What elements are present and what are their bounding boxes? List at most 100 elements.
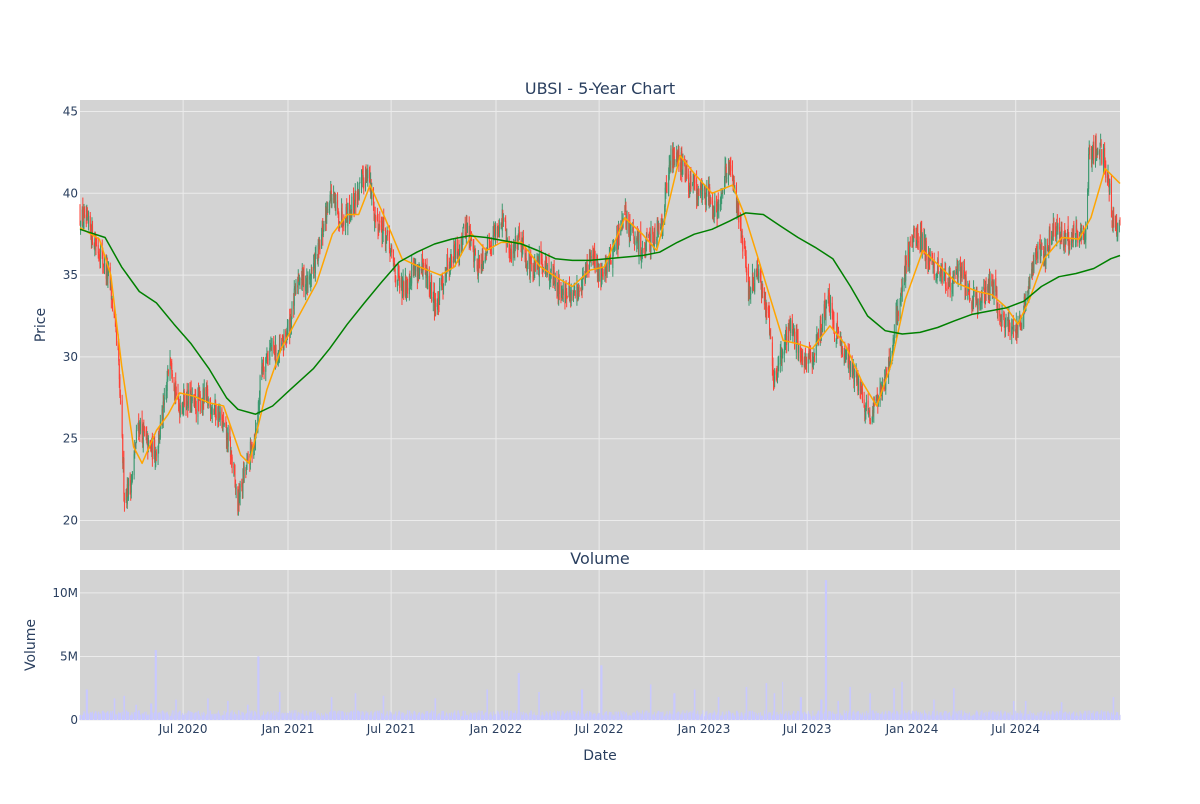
volume-bar xyxy=(411,713,412,720)
volume-bar xyxy=(758,713,759,720)
candle xyxy=(303,265,304,298)
candle xyxy=(554,260,555,284)
candle xyxy=(164,388,165,413)
candle xyxy=(1017,316,1018,338)
candle xyxy=(351,193,352,220)
volume-bar xyxy=(710,713,711,720)
volume-bar xyxy=(886,714,887,720)
volume-bar xyxy=(208,698,209,720)
candle xyxy=(467,223,468,233)
candle xyxy=(942,258,943,286)
volume-bar xyxy=(196,712,197,720)
volume-bar xyxy=(475,713,476,720)
volume-bar xyxy=(922,713,923,720)
volume-bar xyxy=(435,698,436,720)
candle xyxy=(1069,239,1070,251)
candle xyxy=(132,471,133,482)
candle xyxy=(990,271,991,301)
volume-bar xyxy=(519,673,520,720)
candle xyxy=(658,223,659,235)
candle xyxy=(603,269,604,280)
candle xyxy=(224,423,225,428)
volume-bar xyxy=(1077,716,1078,720)
candle xyxy=(950,268,951,298)
candle xyxy=(1117,223,1118,242)
candle xyxy=(814,353,815,362)
candle xyxy=(1105,160,1106,182)
candle xyxy=(842,346,843,357)
candle xyxy=(535,261,536,272)
candle xyxy=(868,408,869,417)
x-tick-label: Jan 2023 xyxy=(677,722,731,736)
candle xyxy=(595,251,596,274)
candle xyxy=(742,235,743,258)
volume-bar xyxy=(583,714,584,720)
candle xyxy=(666,183,667,194)
candle xyxy=(619,224,620,246)
candle xyxy=(172,370,173,383)
candle xyxy=(567,296,568,299)
candle xyxy=(902,277,903,302)
volume-bar xyxy=(1061,702,1062,720)
volume-bar xyxy=(611,712,612,720)
volume-bar xyxy=(1081,714,1082,720)
volume-bar xyxy=(682,710,683,720)
volume-bar xyxy=(351,711,352,720)
volume-bar xyxy=(291,710,292,720)
candle xyxy=(587,254,588,278)
volume-bar xyxy=(140,715,141,720)
volume-bar xyxy=(1033,714,1034,720)
volume-bar xyxy=(379,710,380,720)
candle xyxy=(1109,179,1110,195)
candle xyxy=(212,403,213,423)
volume-bar xyxy=(730,714,731,720)
volume-bar xyxy=(483,715,484,720)
candle xyxy=(870,418,871,424)
volume-bar xyxy=(658,711,659,720)
volume-bar xyxy=(224,711,225,720)
volume-bar xyxy=(822,714,823,720)
volume-bar xyxy=(212,714,213,720)
candle xyxy=(395,275,396,287)
volume-bar xyxy=(204,713,205,720)
volume-bar xyxy=(631,716,632,720)
candle xyxy=(938,251,939,274)
candle xyxy=(136,425,137,444)
volume-bar xyxy=(575,712,576,720)
volume-bar xyxy=(994,712,995,720)
volume-bar xyxy=(303,716,304,720)
volume-bar xyxy=(990,710,991,720)
candle xyxy=(555,273,556,291)
candle xyxy=(563,279,564,302)
candle xyxy=(431,275,432,303)
volume-bar xyxy=(503,716,504,720)
volume-bar xyxy=(742,715,743,720)
candle xyxy=(575,290,576,298)
candle xyxy=(1006,314,1007,328)
candle xyxy=(1101,139,1102,148)
volume-bar xyxy=(228,701,229,720)
candle xyxy=(741,214,742,243)
volume-bar xyxy=(601,665,602,720)
volume-bar xyxy=(818,710,819,720)
candle xyxy=(1002,303,1003,326)
volume-bar xyxy=(782,682,783,720)
candle xyxy=(244,462,245,483)
candle xyxy=(798,343,799,361)
volume-bar xyxy=(108,714,109,720)
volume-bar xyxy=(778,714,779,720)
candle xyxy=(838,327,839,334)
volume-bar xyxy=(670,714,671,720)
candle xyxy=(770,328,771,339)
candle xyxy=(307,271,308,293)
candle xyxy=(547,263,548,277)
volume-bar xyxy=(184,714,185,720)
volume-bar xyxy=(451,712,452,720)
volume-bar xyxy=(810,716,811,720)
candle xyxy=(323,221,324,232)
volume-bar xyxy=(1120,715,1121,720)
x-tick-label: Jul 2023 xyxy=(782,722,832,736)
candle xyxy=(599,264,600,282)
candle xyxy=(122,395,123,439)
